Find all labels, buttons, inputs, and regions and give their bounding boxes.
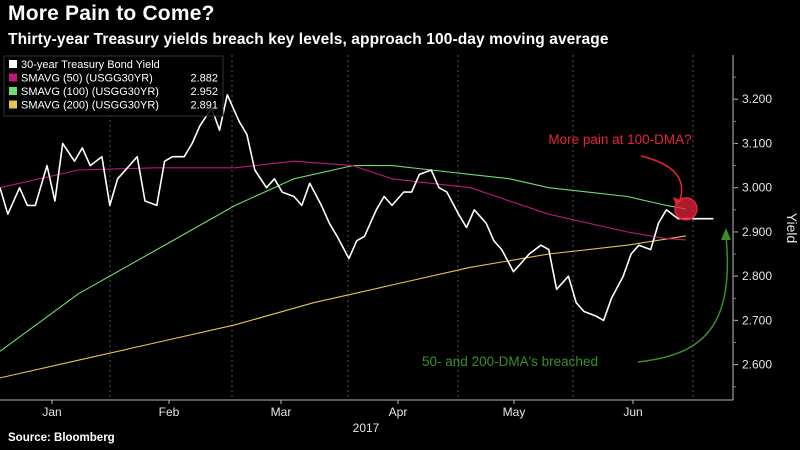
legend-swatch xyxy=(9,60,17,68)
sma200-line xyxy=(0,235,687,379)
legend-value: 2.882 xyxy=(190,73,218,85)
y-tick-label: 3.100 xyxy=(742,136,772,150)
yield-line xyxy=(0,94,714,322)
x-tick-label: Apr xyxy=(389,405,408,419)
y-tick-label: 2.700 xyxy=(742,313,772,327)
annotation-red: More pain at 100-DMA? xyxy=(548,132,691,147)
y-tick-label: 3.000 xyxy=(742,181,772,195)
sma50-line xyxy=(0,160,687,241)
green-arrow-head xyxy=(721,228,731,240)
sma100-line xyxy=(0,165,687,352)
annotations: More pain at 100-DMA? 50- and 200-DMA's b… xyxy=(422,132,731,369)
x-tick-label: Feb xyxy=(159,405,180,419)
legend-value: 2.952 xyxy=(190,86,218,98)
x-tick-label: Jan xyxy=(42,405,61,419)
legend-label: SMAVG (100) (USGG30YR) xyxy=(21,86,159,98)
legend-label: SMAVG (200) (USGG30YR) xyxy=(21,100,159,112)
chart-title: More Pain to Come? xyxy=(8,2,215,25)
x-axis-year: 2017 xyxy=(353,421,380,435)
legend-swatch xyxy=(9,100,17,109)
axes: Jan Feb Mar Apr May Jun 2017 2.600 2.700 2.800 2.9… xyxy=(0,55,800,435)
highlight-circle xyxy=(674,197,698,221)
legend-swatch xyxy=(9,87,17,95)
y-tick-label: 2.600 xyxy=(742,358,772,372)
legend-value: 2.891 xyxy=(190,100,218,112)
red-arrow-head xyxy=(672,196,682,205)
legend-label: SMAVG (50) (USGG30YR) xyxy=(21,73,153,85)
green-arrow-line xyxy=(637,235,729,363)
y-axis-label: Yield xyxy=(784,213,800,244)
chart-subtitle: Thirty-year Treasury yields breach key l… xyxy=(8,31,609,48)
legend-label: 30-year Treasury Bond Yield xyxy=(21,59,160,71)
y-tick-label: 2.900 xyxy=(742,225,772,239)
legend: 30-year Treasury Bond Yield SMAVG (50) (U… xyxy=(3,55,224,117)
legend-swatch xyxy=(9,73,17,82)
legend-box xyxy=(3,55,224,117)
x-tick-label: May xyxy=(503,405,526,419)
red-arrow-line xyxy=(640,155,683,201)
y-tick-label: 2.800 xyxy=(742,269,772,283)
source-note: Source: Bloomberg xyxy=(8,432,115,444)
series-group xyxy=(0,94,714,379)
annotation-green: 50- and 200-DMA's breached xyxy=(422,354,598,369)
x-tick-label: Mar xyxy=(271,405,292,419)
x-tick-label: Jun xyxy=(623,405,642,419)
y-tick-label: 3.200 xyxy=(742,92,772,106)
